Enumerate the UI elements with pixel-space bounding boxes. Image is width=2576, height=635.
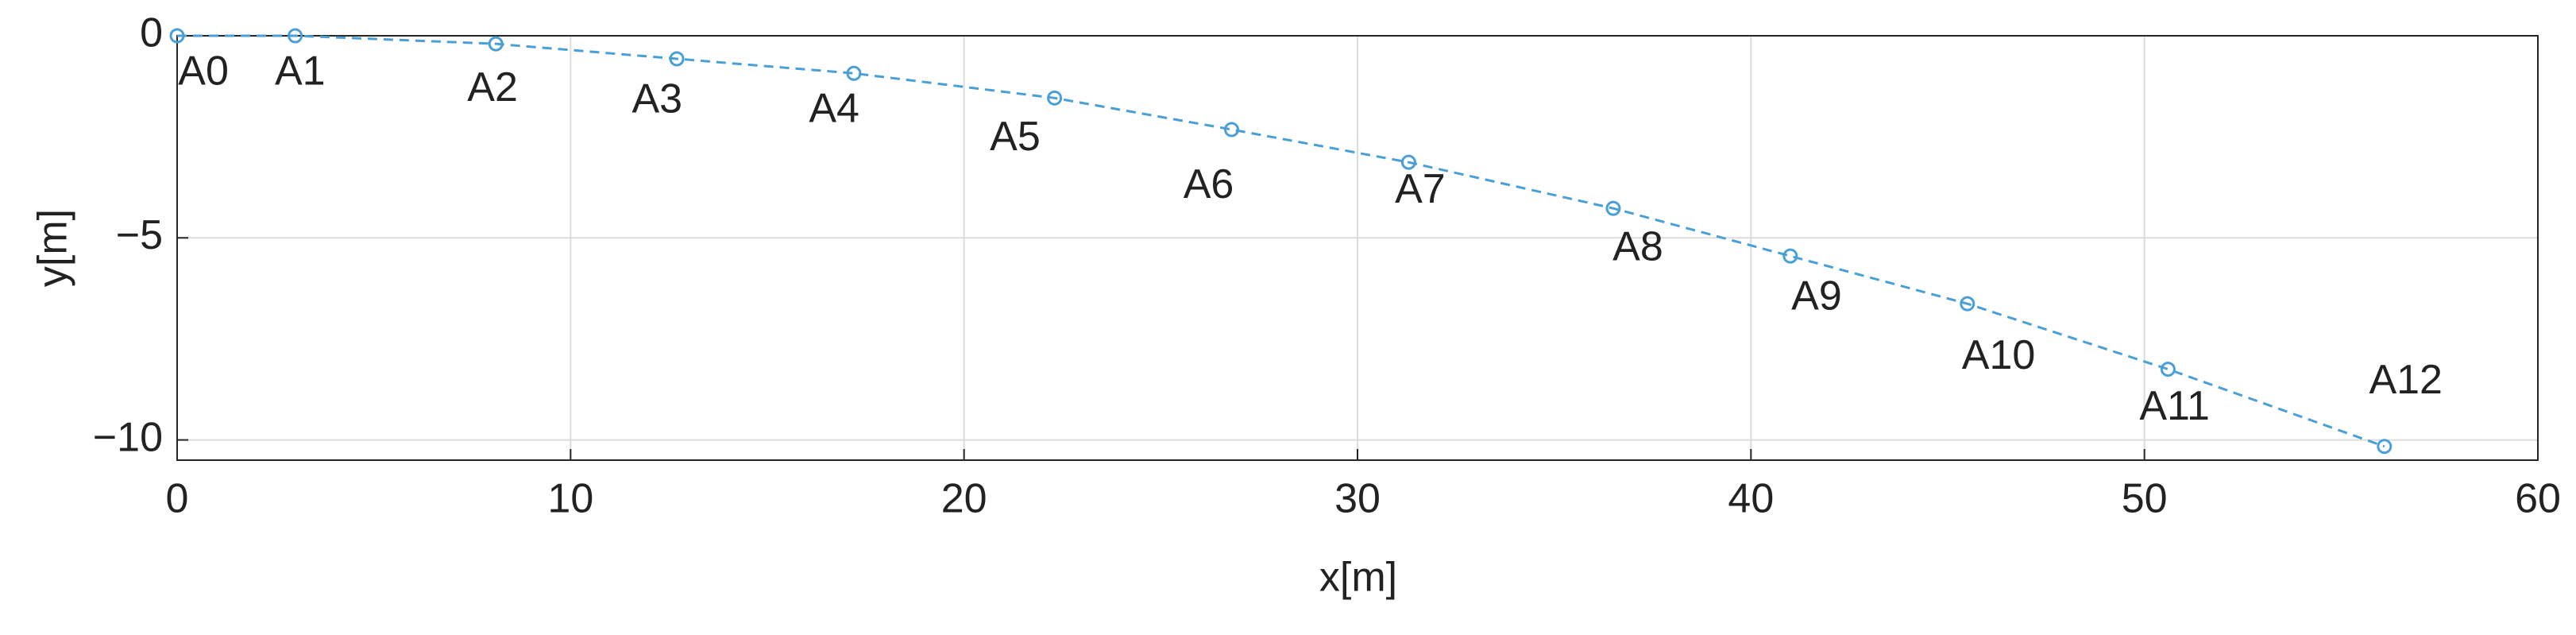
point: [2160, 362, 2176, 378]
x-tick-label: 20: [941, 476, 987, 522]
y-tick-label: −10: [93, 414, 163, 460]
x-tick-label: 50: [2122, 476, 2168, 522]
x-tick-label: 10: [547, 476, 593, 522]
point-label: A0: [178, 48, 229, 94]
point: [2377, 439, 2393, 455]
point: [288, 28, 303, 44]
point-label: A10: [1962, 332, 2036, 378]
point-label: A5: [990, 114, 1041, 160]
x-axis-label: x[m]: [1319, 555, 1397, 601]
line: [177, 34, 2385, 448]
point-label: A2: [467, 64, 518, 110]
x-tick-label: 30: [1334, 476, 1381, 522]
point: [1782, 248, 1798, 264]
point-label: A1: [275, 48, 326, 94]
x-tick-label: 60: [2515, 476, 2561, 522]
point: [1223, 122, 1239, 137]
point: [488, 36, 504, 52]
point: [846, 65, 862, 81]
point: [1047, 90, 1063, 106]
y-tick-label: 0: [140, 10, 163, 56]
point-label: A9: [1791, 273, 1842, 319]
point-label: A12: [2369, 357, 2443, 403]
x-tick-label: 0: [166, 476, 189, 522]
x-tick-label: 40: [1728, 476, 1774, 522]
point: [1960, 296, 1975, 312]
y-axis-label: y[m]: [30, 209, 76, 287]
point-label: A11: [2139, 383, 2210, 429]
point: [169, 28, 185, 44]
point: [1605, 200, 1621, 216]
point-label: A7: [1395, 166, 1446, 212]
point-label: A6: [1184, 161, 1234, 207]
point-label: A8: [1612, 224, 1663, 270]
point-label: A4: [809, 86, 859, 132]
point-label: A3: [631, 76, 682, 122]
point: [1400, 154, 1416, 170]
plot-frame: [176, 35, 2539, 461]
point: [669, 51, 685, 67]
y-tick-label: −5: [116, 212, 163, 258]
